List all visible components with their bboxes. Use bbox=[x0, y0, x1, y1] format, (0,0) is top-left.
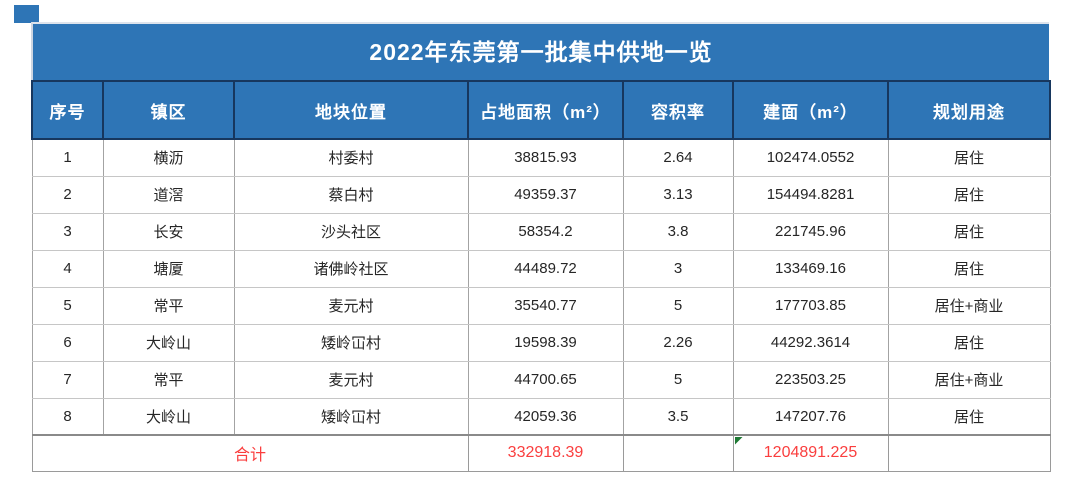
table-cell: 223503.25 bbox=[732, 360, 889, 399]
total-row: 合计 332918.39 1204891.225 bbox=[31, 434, 1051, 472]
header-land-area: 占地面积（m²） bbox=[467, 80, 624, 140]
table-cell: 诸佛岭社区 bbox=[233, 249, 469, 288]
table-cell: 6 bbox=[31, 323, 104, 362]
table-cell: 38815.93 bbox=[467, 138, 624, 177]
table-cell: 长安 bbox=[102, 212, 235, 251]
header-planned-usage: 规划用途 bbox=[887, 80, 1051, 140]
table-cell: 居住+商业 bbox=[887, 286, 1051, 325]
table-cell: 5 bbox=[622, 286, 734, 325]
table-title: 2022年东莞第一批集中供地一览 bbox=[31, 22, 1049, 80]
table-cell: 7 bbox=[31, 360, 104, 399]
table-cell: 58354.2 bbox=[467, 212, 624, 251]
total-floor-area: 1204891.225 bbox=[732, 434, 889, 472]
table-cell: 2.64 bbox=[622, 138, 734, 177]
table-cell: 5 bbox=[31, 286, 104, 325]
table-cell: 3 bbox=[622, 249, 734, 288]
header-floor-area: 建面（m²） bbox=[732, 80, 889, 140]
table-cell: 44489.72 bbox=[467, 249, 624, 288]
land-supply-table: 序号 镇区 地块位置 占地面积（m²） 容积率 建面（m²） 规划用途 1 横沥村… bbox=[31, 80, 1051, 472]
table-cell: 2 bbox=[31, 175, 104, 214]
table-cell: 221745.96 bbox=[732, 212, 889, 251]
table-row: 6 大岭山 矮岭冚村 19598.39 2.26 44292.3614 居住 bbox=[31, 323, 1051, 362]
table-cell: 2.26 bbox=[622, 323, 734, 362]
table-cell: 35540.77 bbox=[467, 286, 624, 325]
header-plot-ratio: 容积率 bbox=[622, 80, 734, 140]
table-cell: 5 bbox=[622, 360, 734, 399]
header-town: 镇区 bbox=[102, 80, 235, 140]
corner-artifact-square bbox=[14, 5, 39, 23]
table-cell: 居住 bbox=[887, 249, 1051, 288]
table-cell: 3.8 bbox=[622, 212, 734, 251]
table-row: 1 横沥 村委村 38815.93 2.64 102474.0552 居住 bbox=[31, 138, 1051, 177]
header-plot-location: 地块位置 bbox=[233, 80, 469, 140]
table-cell: 154494.8281 bbox=[732, 175, 889, 214]
header-row: 序号 镇区 地块位置 占地面积（m²） 容积率 建面（m²） 规划用途 bbox=[31, 80, 1051, 140]
table-cell: 3.5 bbox=[622, 397, 734, 436]
table-cell: 42059.36 bbox=[467, 397, 624, 436]
table-cell: 横沥 bbox=[102, 138, 235, 177]
table-cell: 沙头社区 bbox=[233, 212, 469, 251]
table-cell: 居住 bbox=[887, 138, 1051, 177]
total-plot-ratio bbox=[622, 434, 734, 472]
table-cell: 147207.76 bbox=[732, 397, 889, 436]
total-land-area: 332918.39 bbox=[467, 434, 624, 472]
total-usage bbox=[887, 434, 1051, 472]
total-label: 合计 bbox=[31, 434, 469, 472]
table-cell: 常平 bbox=[102, 360, 235, 399]
table-cell: 3 bbox=[31, 212, 104, 251]
table-row: 8 大岭山 矮岭冚村 42059.36 3.5 147207.76 居住 bbox=[31, 397, 1051, 436]
table-cell: 蔡白村 bbox=[233, 175, 469, 214]
header-serial: 序号 bbox=[31, 80, 104, 140]
table-cell: 177703.85 bbox=[732, 286, 889, 325]
error-flag-icon bbox=[734, 437, 743, 445]
table-cell: 4 bbox=[31, 249, 104, 288]
table-cell: 居住 bbox=[887, 175, 1051, 214]
table-cell: 居住 bbox=[887, 397, 1051, 436]
table-cell: 麦元村 bbox=[233, 360, 469, 399]
table-cell: 塘厦 bbox=[102, 249, 235, 288]
total-floor-area-value: 1204891.225 bbox=[763, 444, 858, 462]
table-cell: 矮岭冚村 bbox=[233, 397, 469, 436]
table-row: 2 道滘 蔡白村 49359.37 3.13 154494.8281 居住 bbox=[31, 175, 1051, 214]
table-cell: 居住 bbox=[887, 323, 1051, 362]
table-cell: 居住 bbox=[887, 212, 1051, 251]
table-cell: 44292.3614 bbox=[732, 323, 889, 362]
table-cell: 49359.37 bbox=[467, 175, 624, 214]
table-cell: 8 bbox=[31, 397, 104, 436]
land-supply-table-panel: 2022年东莞第一批集中供地一览 序号 镇区 地块位置 占地面积（m²） 容积率… bbox=[31, 22, 1051, 472]
table-row: 4 塘厦 诸佛岭社区 44489.72 3 133469.16 居住 bbox=[31, 249, 1051, 288]
table-cell: 道滘 bbox=[102, 175, 235, 214]
table-cell: 矮岭冚村 bbox=[233, 323, 469, 362]
table-cell: 麦元村 bbox=[233, 286, 469, 325]
table-row: 7 常平 麦元村 44700.65 5 223503.25 居住+商业 bbox=[31, 360, 1051, 399]
table-cell: 村委村 bbox=[233, 138, 469, 177]
table-body: 1 横沥 村委村 38815.93 2.64 102474.0552 居住 2 道滘 蔡白村 493… bbox=[31, 138, 1051, 436]
table-cell: 1 bbox=[31, 138, 104, 177]
table-cell: 19598.39 bbox=[467, 323, 624, 362]
table-row: 5 常平 麦元村 35540.77 5 177703.85 居住+商业 bbox=[31, 286, 1051, 325]
table-cell: 133469.16 bbox=[732, 249, 889, 288]
table-cell: 居住+商业 bbox=[887, 360, 1051, 399]
table-cell: 44700.65 bbox=[467, 360, 624, 399]
table-cell: 3.13 bbox=[622, 175, 734, 214]
table-cell: 大岭山 bbox=[102, 323, 235, 362]
table-cell: 常平 bbox=[102, 286, 235, 325]
table-cell: 大岭山 bbox=[102, 397, 235, 436]
table-row: 3 长安 沙头社区 58354.2 3.8 221745.96 居住 bbox=[31, 212, 1051, 251]
table-cell: 102474.0552 bbox=[732, 138, 889, 177]
